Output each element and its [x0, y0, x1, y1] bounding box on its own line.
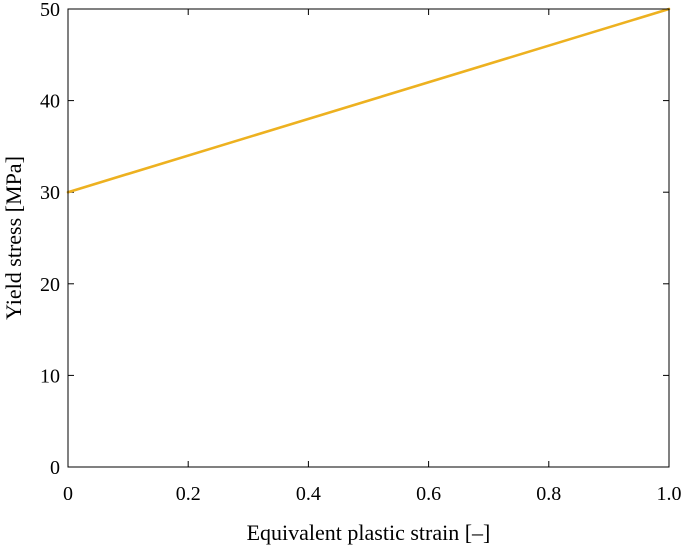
y-tick-label: 50 [40, 0, 60, 21]
y-tick-label: 20 [40, 274, 60, 296]
x-tick-label: 0.2 [176, 483, 201, 505]
axis-ticks [67, 8, 670, 468]
tick-labels: 0 0.2 0.4 0.6 0.8 1.0 0 10 20 30 40 50 [40, 0, 682, 505]
x-tick-label: 0.4 [296, 483, 321, 505]
series-line [66, 7, 671, 194]
x-tick-label: 0.8 [536, 483, 561, 505]
x-tick-label: 0.6 [416, 483, 441, 505]
y-tick-label: 10 [40, 365, 60, 387]
y-tick-label: 30 [40, 182, 60, 204]
x-axis-label: Equivalent plastic strain [–] [247, 520, 491, 545]
y-tick-label: 40 [40, 91, 60, 113]
plot-frame [67, 8, 670, 468]
x-tick-label: 1.0 [657, 483, 682, 505]
y-tick-label: 0 [50, 457, 60, 479]
series-group [66, 7, 671, 194]
x-tick-label: 0 [63, 483, 73, 505]
y-axis-label: Yield stress [MPa] [1, 156, 26, 320]
